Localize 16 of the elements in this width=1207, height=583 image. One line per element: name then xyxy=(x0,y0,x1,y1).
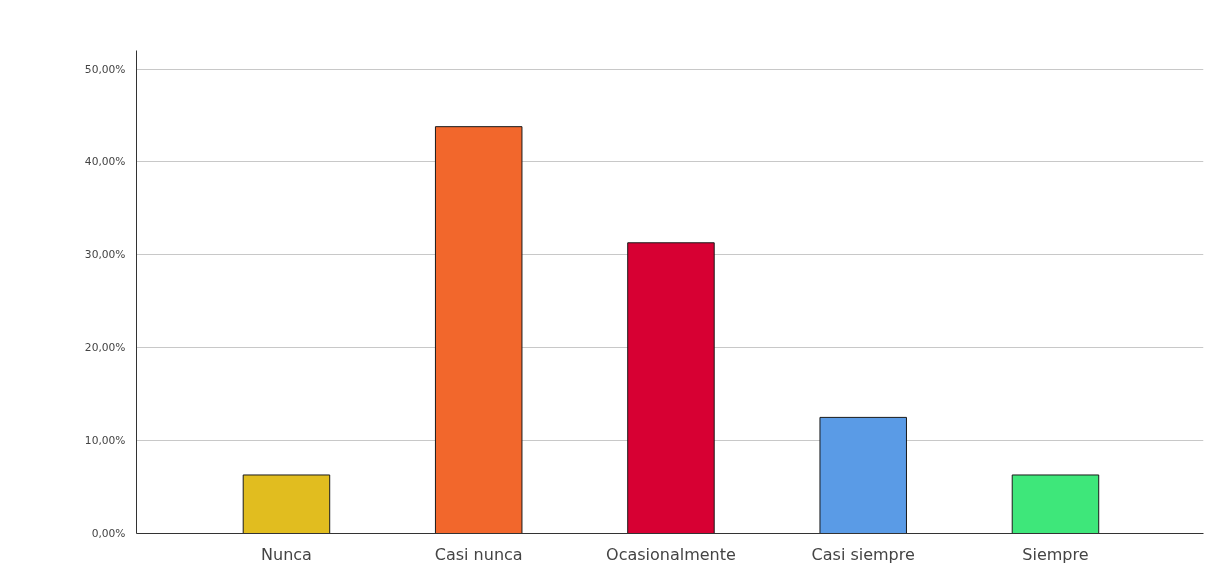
y-tick-label: 50,00% xyxy=(84,62,126,76)
y-tick-label: 10,00% xyxy=(84,434,126,448)
x-tick-label: Ocasionalmente xyxy=(606,544,736,564)
x-tick-label: Nunca xyxy=(261,544,312,564)
bar xyxy=(627,242,715,534)
y-tick-label: 30,00% xyxy=(84,248,126,262)
y-tick-label: 40,00% xyxy=(84,155,126,169)
x-tick-label: Casi siempre xyxy=(811,544,915,564)
bar xyxy=(1011,474,1100,534)
x-tick-label: Casi nunca xyxy=(434,544,523,564)
y-tick-label: 20,00% xyxy=(84,341,126,355)
bar xyxy=(819,416,907,534)
bar xyxy=(434,126,523,534)
x-tick-label: Siempre xyxy=(1022,544,1089,564)
bar xyxy=(242,474,331,534)
y-tick-label: 0,00% xyxy=(91,527,126,540)
